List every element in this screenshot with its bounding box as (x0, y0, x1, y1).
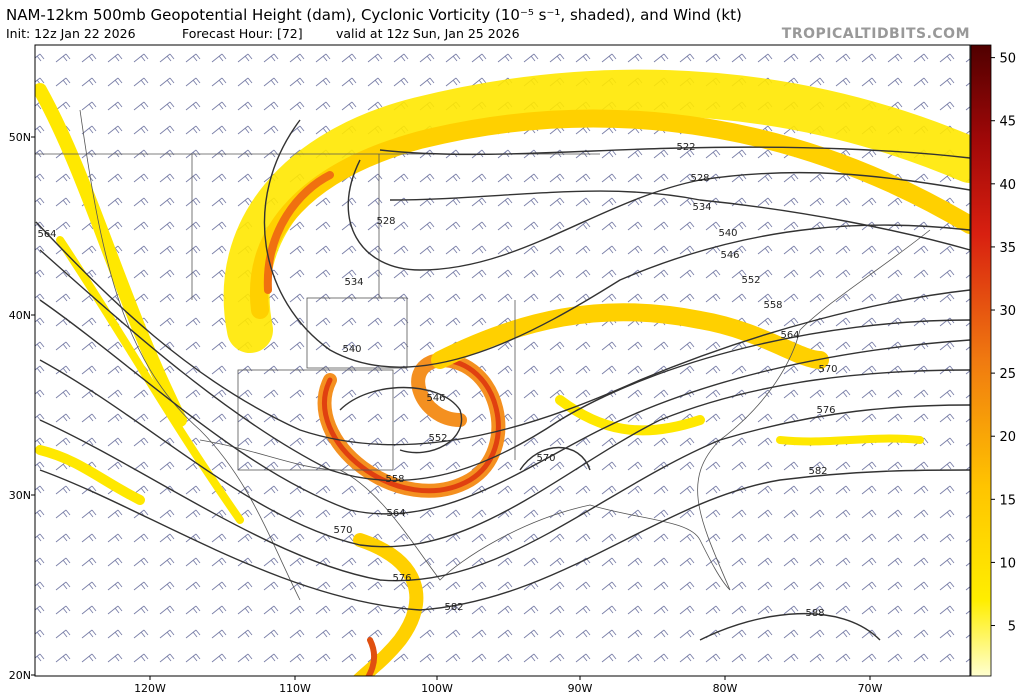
contour-label: 564 (780, 330, 799, 341)
lon-label: 90W (568, 682, 593, 695)
colorbar-label: 20 (999, 430, 1016, 445)
contour-label: 582 (444, 602, 463, 613)
contour-label: 576 (392, 573, 411, 584)
contour-label: 540 (342, 344, 361, 355)
contour-label: 558 (385, 474, 404, 485)
lon-label: 120W (134, 682, 166, 695)
colorbar-label: 25 (999, 367, 1016, 382)
contour-label-layer: 564 522 528 534 540 546 552 558 564 570 576 582 588 5… (37, 142, 837, 619)
colorbar-label: 5 (1008, 620, 1016, 635)
contour-label: 558 (763, 300, 782, 311)
lat-label: 40N (9, 309, 31, 322)
colorbar-ticks: 5 10 15 20 25 30 35 40 45 50 (991, 52, 1016, 635)
contour-label: 546 (426, 393, 445, 404)
lon-label: 110W (279, 682, 311, 695)
contour-label: 588 (805, 608, 824, 619)
colorbar-label: 40 (999, 178, 1016, 193)
watermark: TROPICALTIDBITS.COM (782, 26, 970, 42)
title: NAM-12km 500mb Geopotential Height (dam)… (6, 6, 742, 24)
height-contours (35, 119, 970, 641)
colorbar-label: 50 (999, 52, 1016, 67)
lat-label: 30N (9, 489, 31, 502)
colorbar (970, 44, 992, 677)
lon-label: 100W (421, 682, 453, 695)
contour-label: 528 (376, 216, 395, 227)
contour-label: 582 (808, 466, 827, 477)
axis-label-layer: 50N 40N 30N 20N 120W 110W 100W 90W 80W 70W (9, 131, 883, 695)
contour-label: 570 (818, 364, 837, 375)
forecast-hour: Forecast Hour: [72] (182, 26, 303, 41)
init-time: Init: 12z Jan 22 2026 (6, 26, 136, 41)
map-area: 564 522 528 534 540 546 552 558 564 570 576 582 588 5… (35, 45, 970, 676)
vorticity-shading (35, 69, 970, 676)
contour-label: 564 (37, 229, 56, 240)
contour-label: 546 (720, 250, 739, 261)
contour-label: 570 (536, 453, 555, 464)
wind-barbs (35, 45, 970, 676)
lat-label: 50N (9, 131, 31, 144)
contour-label: 528 (690, 173, 709, 184)
colorbar-label: 10 (999, 556, 1016, 571)
contour-label: 552 (428, 433, 447, 444)
contour-label: 522 (676, 142, 695, 153)
contour-label: 564 (386, 508, 405, 519)
contour-label: 534 (344, 277, 363, 288)
colorbar-label: 45 (999, 115, 1016, 130)
colorbar-label: 15 (999, 493, 1016, 508)
contour-label: 540 (718, 228, 737, 239)
lon-label: 70W (858, 682, 883, 695)
contour-label: 552 (741, 275, 760, 286)
contour-label: 576 (816, 405, 835, 416)
contour-label: 570 (333, 525, 352, 536)
colorbar-label: 30 (999, 304, 1016, 319)
colorbar-label: 35 (999, 241, 1016, 256)
map-frame (34, 44, 971, 677)
lon-label: 80W (713, 682, 738, 695)
contour-label: 534 (692, 202, 711, 213)
valid-time: valid at 12z Sun, Jan 25 2026 (336, 26, 520, 41)
lat-label: 20N (9, 669, 31, 682)
